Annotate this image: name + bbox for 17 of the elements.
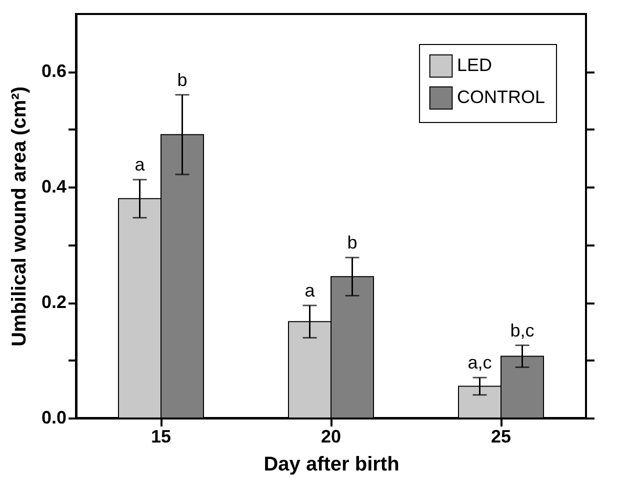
y-axis-title: Umbilical wound area (cm²)	[8, 86, 30, 347]
data-label: a,c	[468, 352, 492, 373]
x-tick-label: 25	[490, 426, 512, 446]
y-tick-label: 0.4	[41, 176, 66, 197]
y-tick-label: 0.2	[41, 292, 66, 312]
data-label: a	[304, 280, 316, 300]
x-tick-label: 20	[320, 426, 342, 446]
x-tick-label: 15	[150, 426, 172, 446]
legend-label: CONTROL	[457, 87, 546, 107]
data-label: b	[177, 70, 188, 90]
x-axis-title: Day after birth	[264, 454, 400, 476]
data-label: b	[347, 232, 358, 253]
data-label: a	[134, 154, 146, 175]
data-label: b,c	[510, 320, 534, 340]
y-tick-label: 0.0	[41, 408, 66, 428]
legend-label: LED	[457, 55, 492, 75]
y-tick-label: 0.6	[41, 61, 66, 82]
